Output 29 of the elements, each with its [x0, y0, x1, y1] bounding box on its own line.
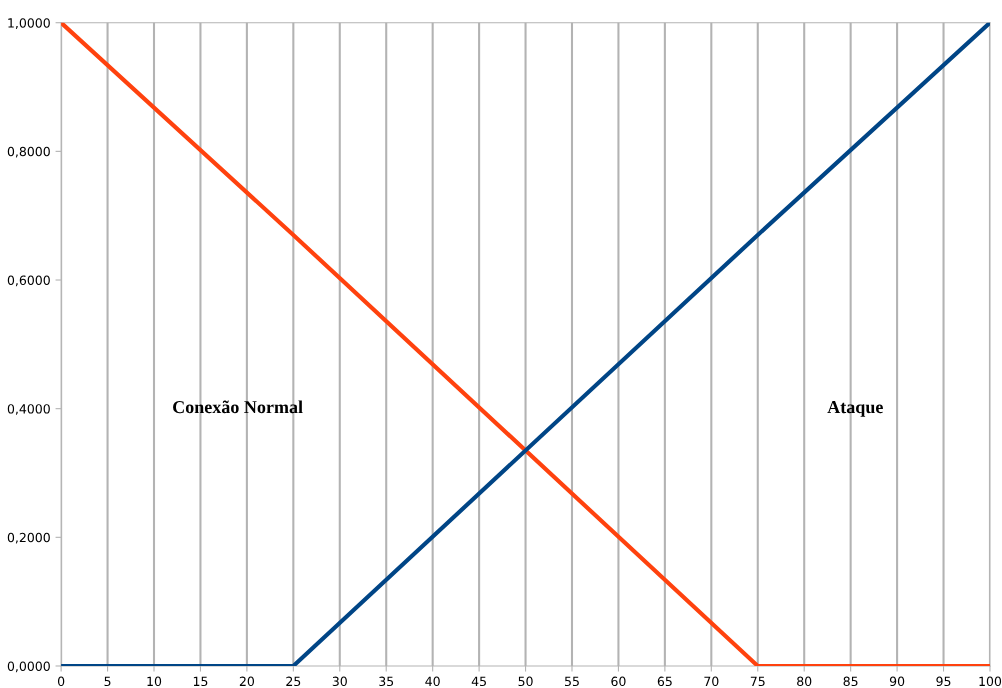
x-tick-label: 25	[286, 676, 301, 687]
y-tick-label: 0,4000	[7, 404, 50, 415]
y-tick-label: 0,2000	[7, 532, 50, 544]
x-tick-label: 70	[704, 676, 719, 687]
x-tick-label: 85	[843, 676, 858, 687]
x-tick-label: 35	[379, 676, 394, 687]
x-tick-label: 20	[239, 676, 255, 687]
x-tick-label: 75	[750, 676, 765, 687]
x-tick-label: 65	[657, 676, 672, 687]
x-tick-label: 60	[611, 676, 626, 687]
annotation: Conexão Normal	[173, 400, 303, 414]
x-tick-label: 30	[332, 676, 347, 687]
x-tick-label: 100	[979, 676, 1002, 687]
y-tick-label: 1,0000	[8, 18, 50, 29]
x-tick-label: 90	[889, 676, 905, 687]
x-tick-label: 55	[565, 676, 579, 687]
x-tick-label: 80	[797, 676, 812, 687]
x-tick-label: 10	[147, 676, 162, 687]
x-tick-label: 15	[193, 676, 208, 687]
x-tick-label: 95	[936, 676, 951, 687]
x-tick-label: 0	[57, 676, 65, 687]
x-tick-label: 50	[518, 676, 533, 687]
y-tick-label: 0,6000	[7, 275, 50, 287]
x-tick-label: 40	[425, 676, 440, 687]
x-tick-label: 5	[104, 676, 111, 687]
annotation: Ataque	[827, 401, 883, 417]
x-tick-label: 45	[471, 676, 486, 687]
y-tick-label: 0,0000	[7, 661, 50, 673]
y-tick-label: 0,8000	[7, 146, 50, 158]
